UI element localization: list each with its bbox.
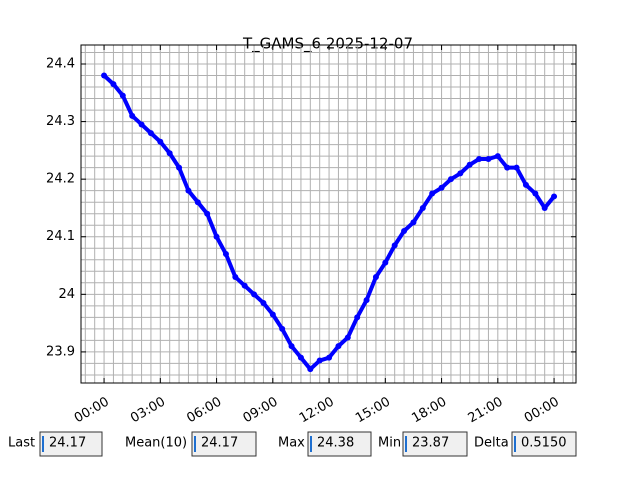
field-label: Mean(10) [125,436,187,451]
data-point [401,227,408,234]
data-point [232,274,239,281]
data-point [551,193,558,200]
field-value: 23.87 [412,436,449,451]
data-point [222,251,229,258]
y-tick-label: 24 [58,287,75,302]
y-tick-label: 24.1 [46,229,75,244]
field-value: 24.17 [201,436,238,451]
y-tick-label: 24.3 [46,114,75,129]
field-box [402,431,468,457]
field-label: Max [278,436,305,451]
data-point [485,156,492,163]
data-point [504,164,511,171]
data-point [410,219,417,226]
data-point [260,299,267,306]
data-point [119,92,126,99]
data-point [372,274,379,281]
data-point [110,81,117,88]
field-value: 24.17 [49,436,86,451]
data-point [494,153,501,160]
data-point [354,314,361,321]
field-value: 24.38 [317,436,354,451]
data-point [447,176,454,183]
data-point [532,190,539,197]
plot-frame [80,44,577,384]
data-point [457,170,464,177]
data-point [344,334,351,341]
data-point [251,291,258,298]
data-point [204,210,211,217]
data-point [391,242,398,249]
data-point [288,343,295,350]
field-box [191,431,257,457]
data-point [513,164,520,171]
field-value: 0.5150 [521,436,567,451]
data-point [157,138,164,145]
field-label: Last [8,436,35,451]
data-point [279,325,286,332]
field-box [307,431,372,457]
data-point [185,187,192,194]
data-point [213,233,220,240]
field-label: Delta [474,436,509,451]
data-point [363,297,370,304]
data-point [129,112,136,119]
field-box [511,431,577,457]
data-point [269,311,276,318]
data-point [194,199,201,206]
data-point [176,164,183,171]
data-point [522,181,529,188]
data-point [316,357,323,364]
chart-title: T_GAMS_6 2025-12-07 [242,35,413,54]
data-point [476,156,483,163]
data-point [335,343,342,350]
data-point [147,130,154,137]
field-label: Min [378,436,401,451]
data-point [326,354,333,361]
data-point [101,72,108,79]
data-point [166,150,173,157]
y-tick-label: 23.9 [46,344,75,359]
data-point [429,190,436,197]
data-point [419,204,426,211]
data-point [541,204,548,211]
y-tick-label: 24.2 [46,172,75,187]
data-point [241,282,248,289]
field-box [39,431,103,457]
data-point [466,161,473,168]
data-point [138,121,145,128]
data-point [297,354,304,361]
y-tick-label: 24.4 [46,57,75,72]
data-point [307,366,314,373]
data-point [438,184,445,191]
data-point [382,259,389,266]
